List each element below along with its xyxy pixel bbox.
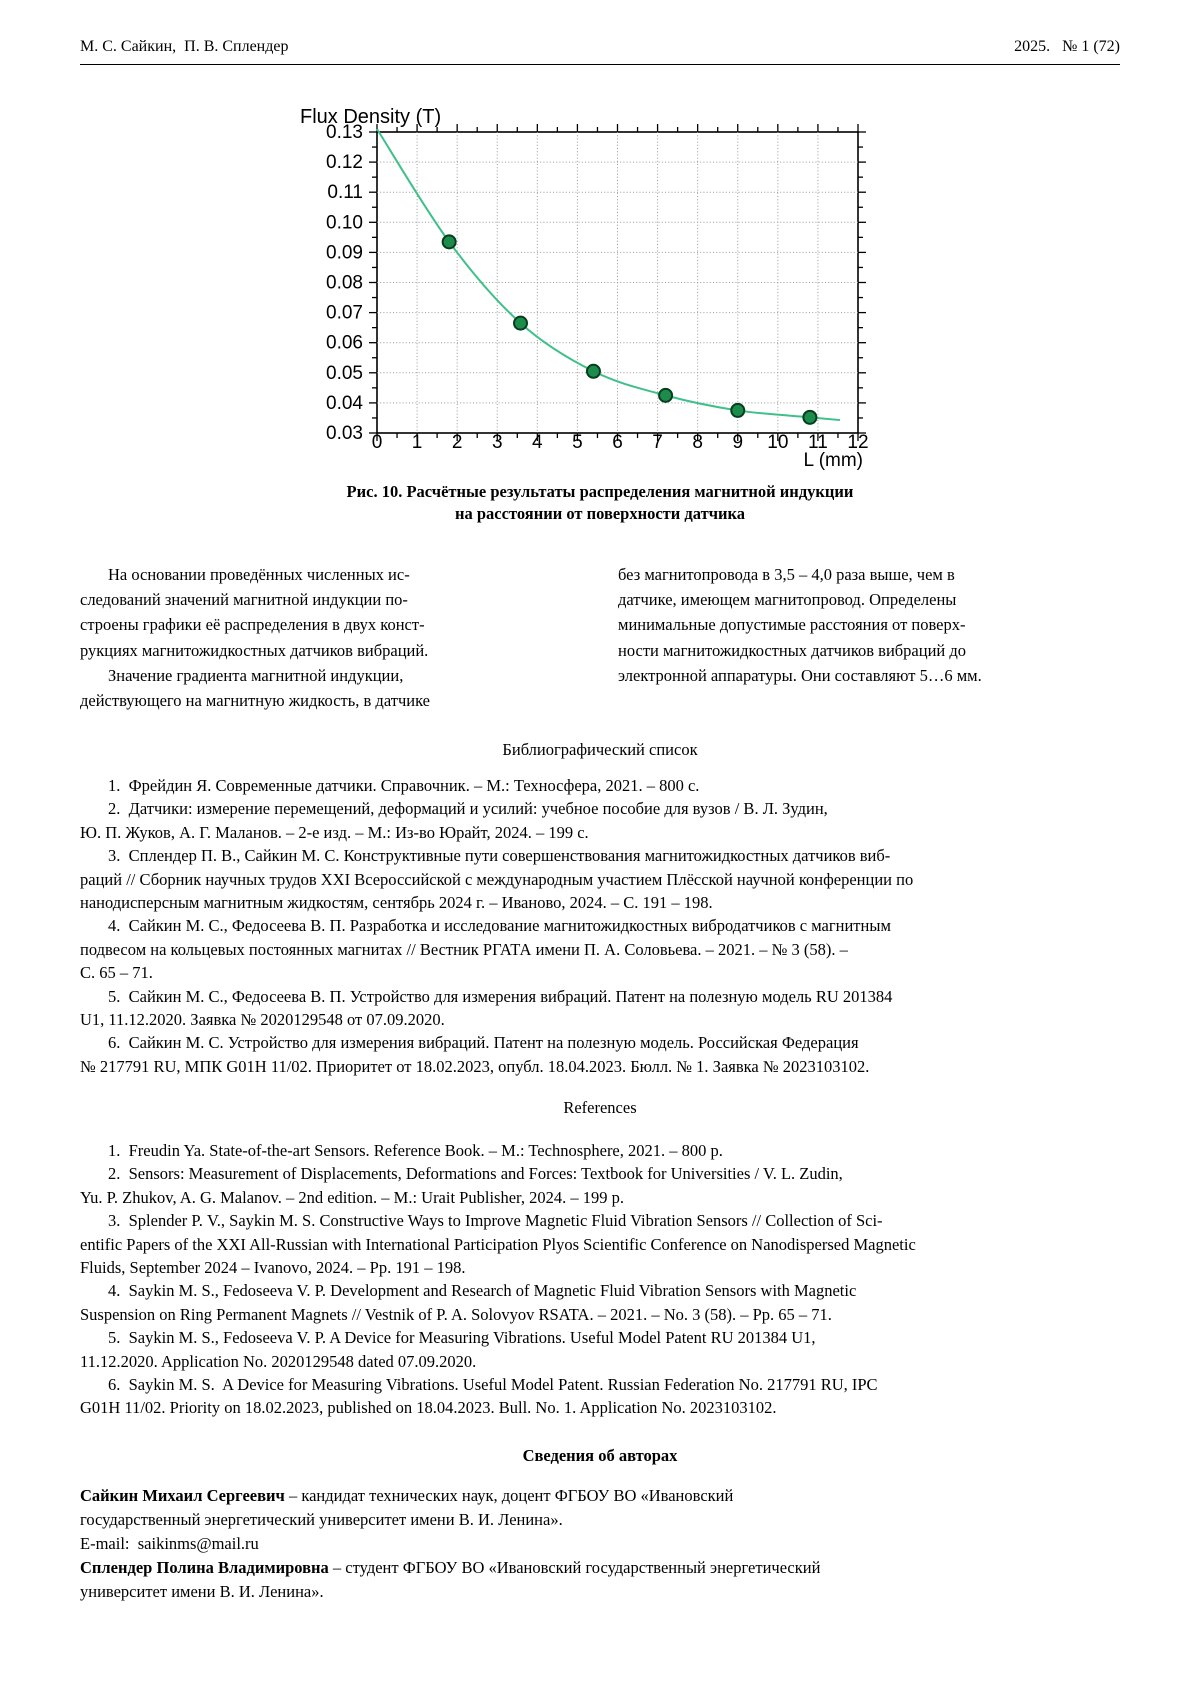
svg-text:0.11: 0.11	[327, 182, 363, 203]
svg-text:0.03: 0.03	[326, 423, 363, 444]
svg-text:6: 6	[612, 432, 623, 453]
svg-text:4: 4	[532, 432, 543, 453]
svg-text:1: 1	[412, 432, 423, 453]
svg-text:8: 8	[692, 432, 703, 453]
svg-text:0.06: 0.06	[326, 333, 363, 354]
svg-text:0.09: 0.09	[326, 242, 363, 263]
svg-text:0.05: 0.05	[326, 363, 363, 384]
svg-text:7: 7	[652, 432, 663, 453]
svg-text:3: 3	[492, 432, 503, 453]
svg-text:0.07: 0.07	[326, 303, 363, 324]
svg-text:10: 10	[767, 432, 788, 453]
svg-text:0.08: 0.08	[326, 273, 363, 294]
svg-text:L (mm): L (mm)	[804, 450, 863, 471]
svg-text:5: 5	[572, 432, 583, 453]
svg-text:2: 2	[452, 432, 463, 453]
svg-text:0.13: 0.13	[326, 122, 363, 143]
svg-text:0.04: 0.04	[326, 393, 363, 414]
svg-text:0.12: 0.12	[326, 152, 363, 173]
svg-text:9: 9	[732, 432, 743, 453]
svg-text:0.10: 0.10	[326, 212, 363, 233]
svg-text:0: 0	[372, 432, 383, 453]
svg-text:Flux Density (T): Flux Density (T)	[300, 106, 441, 128]
